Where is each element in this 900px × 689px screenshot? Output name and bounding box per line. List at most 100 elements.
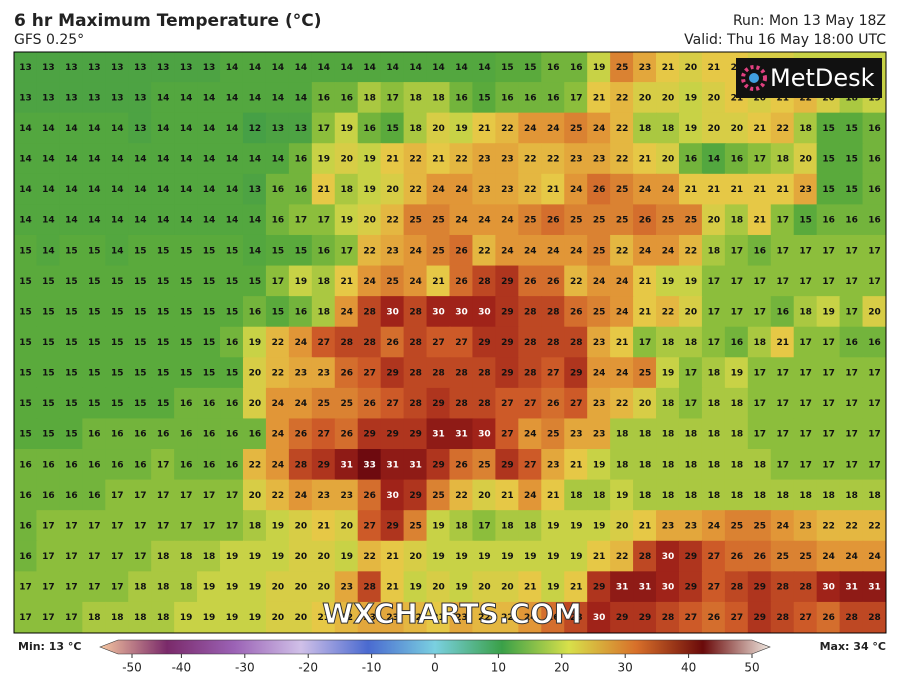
temp-cell xyxy=(587,540,612,573)
temp-value: 18 xyxy=(662,460,675,470)
temp-value: 18 xyxy=(157,613,170,623)
temp-cell xyxy=(610,204,635,236)
temp-cell xyxy=(472,357,497,389)
temp-value: 20 xyxy=(295,521,308,531)
temp-value: 16 xyxy=(65,491,78,501)
temp-value: 18 xyxy=(593,491,606,501)
temp-value: 25 xyxy=(616,216,629,226)
temp-cell xyxy=(334,418,359,451)
temp-value: 28 xyxy=(478,369,491,379)
temp-cell xyxy=(14,234,38,267)
temp-value: 13 xyxy=(88,93,101,103)
temp-cell xyxy=(36,265,61,298)
temp-cell xyxy=(701,540,726,573)
temp-value: 19 xyxy=(616,491,629,501)
temp-cell xyxy=(36,52,61,84)
temp-cell xyxy=(197,418,222,451)
temp-value: 25 xyxy=(754,521,767,531)
temp-value: 19 xyxy=(249,583,262,593)
temp-cell xyxy=(701,601,726,633)
temp-value: 18 xyxy=(845,491,858,501)
temp-value: 15 xyxy=(111,307,124,317)
temp-value: 19 xyxy=(203,583,216,593)
temp-value: 28 xyxy=(547,307,560,317)
temp-cell xyxy=(610,173,635,206)
temp-value: 26 xyxy=(547,399,560,409)
temp-value: 17 xyxy=(318,124,331,134)
temp-value: 18 xyxy=(639,430,652,440)
temp-value: 14 xyxy=(340,63,353,73)
temp-cell xyxy=(426,601,451,633)
temp-value: 14 xyxy=(226,93,239,103)
temp-value: 14 xyxy=(65,155,78,165)
temp-cell xyxy=(334,510,359,542)
temp-cell xyxy=(541,418,566,451)
temp-value: 19 xyxy=(593,460,606,470)
temp-value: 27 xyxy=(318,430,331,440)
temp-cell xyxy=(357,479,382,512)
temp-value: 14 xyxy=(180,216,193,226)
temp-cell xyxy=(288,357,313,389)
temp-value: 21 xyxy=(685,185,698,195)
temp-value: 17 xyxy=(570,93,583,103)
temp-cell xyxy=(426,52,451,84)
temp-cell xyxy=(265,204,290,236)
temp-value: 17 xyxy=(776,430,789,440)
temp-cell xyxy=(105,326,130,359)
temp-value: 18 xyxy=(432,93,445,103)
temp-cell xyxy=(541,540,566,573)
temp-cell xyxy=(82,449,107,481)
temp-cell xyxy=(610,510,635,542)
temp-value: 18 xyxy=(455,521,468,531)
temp-cell xyxy=(128,112,153,145)
temp-cell xyxy=(610,571,635,603)
temp-value: 16 xyxy=(731,155,744,165)
temp-value: 29 xyxy=(501,277,514,287)
temp-cell xyxy=(449,418,474,451)
temp-value: 24 xyxy=(616,277,629,287)
temp-value: 17 xyxy=(845,307,858,317)
temp-value: 18 xyxy=(662,430,675,440)
temp-value: 15 xyxy=(42,277,55,287)
temp-value: 15 xyxy=(157,399,170,409)
temp-cell xyxy=(151,82,176,114)
temp-value: 14 xyxy=(708,155,721,165)
temp-cell xyxy=(220,601,244,633)
temp-value: 18 xyxy=(799,307,812,317)
temp-value: 18 xyxy=(754,460,767,470)
temp-cell xyxy=(380,510,405,542)
temp-cell xyxy=(862,173,886,206)
temp-cell xyxy=(610,234,635,267)
temp-value: 18 xyxy=(639,491,652,501)
temp-cell xyxy=(656,173,680,206)
temp-cell xyxy=(403,387,428,420)
temp-cell xyxy=(128,143,153,175)
temp-cell xyxy=(311,82,336,114)
temp-value: 19 xyxy=(180,613,193,623)
temp-cell xyxy=(426,357,451,389)
temp-value: 17 xyxy=(776,216,789,226)
temp-value: 15 xyxy=(203,338,216,348)
temp-cell xyxy=(334,204,359,236)
temp-value: 19 xyxy=(272,552,285,562)
temp-value: 17 xyxy=(868,369,881,379)
temp-cell xyxy=(288,601,313,633)
temp-value: 26 xyxy=(340,369,353,379)
temp-cell xyxy=(357,540,382,573)
temp-cell xyxy=(449,601,474,633)
temp-cell xyxy=(151,52,176,84)
temp-cell xyxy=(426,510,451,542)
temp-cell xyxy=(128,296,153,328)
temp-cell xyxy=(610,418,635,451)
temp-cell xyxy=(495,234,520,267)
temp-cell xyxy=(220,387,244,420)
temp-cell xyxy=(174,540,199,573)
temp-cell xyxy=(633,510,658,542)
temp-value: 17 xyxy=(754,399,767,409)
temp-cell xyxy=(82,52,107,84)
temp-cell xyxy=(36,449,61,481)
temp-value: 21 xyxy=(776,185,789,195)
temp-cell xyxy=(610,265,635,298)
temp-value: 21 xyxy=(318,521,331,531)
temp-value: 30 xyxy=(455,307,468,317)
